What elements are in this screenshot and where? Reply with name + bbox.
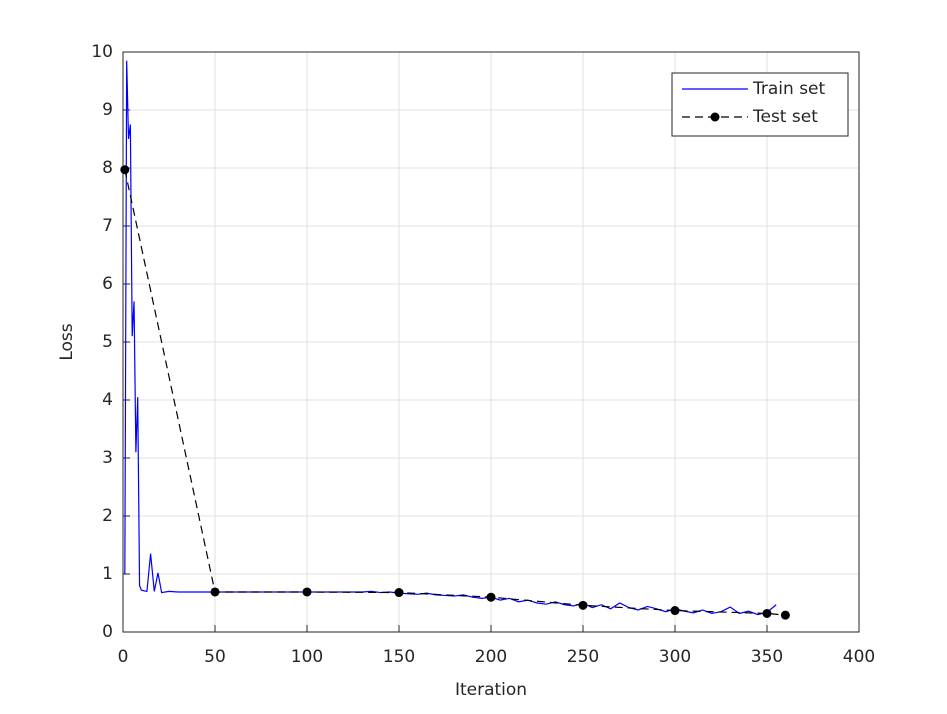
- y-tick-label: 7: [102, 216, 113, 236]
- x-tick-label: 0: [118, 647, 129, 667]
- x-tick-label: 150: [383, 647, 415, 667]
- y-tick-label: 9: [102, 100, 113, 120]
- x-tick-label: 400: [843, 647, 875, 667]
- x-tick-label: 50: [204, 647, 226, 667]
- x-tick-label: 200: [475, 647, 507, 667]
- plot-frame: [122, 51, 860, 633]
- marker: [762, 608, 772, 618]
- y-tick-label: 3: [102, 448, 113, 468]
- x-axis-label: Iteration: [455, 680, 527, 700]
- y-tick-label: 1: [102, 564, 113, 584]
- x-tick-label: 300: [659, 647, 691, 667]
- y-tick-label: 0: [102, 622, 113, 642]
- y-tick-label: 4: [102, 390, 113, 410]
- y-tick-label: 10: [91, 42, 113, 62]
- x-tick-label: 250: [567, 647, 599, 667]
- y-tick-label: 2: [102, 506, 113, 526]
- marker: [780, 610, 790, 620]
- x-tick-label: 100: [291, 647, 323, 667]
- marker: [302, 587, 312, 597]
- marker: [210, 587, 220, 597]
- y-axis-label: Loss: [57, 323, 77, 360]
- marker: [578, 600, 588, 610]
- marker: [670, 606, 680, 616]
- series-line: [124, 60, 777, 616]
- marker: [486, 592, 496, 602]
- legend-label: Train set: [752, 79, 826, 99]
- y-tick-label: 6: [102, 274, 113, 294]
- marker: [120, 165, 130, 175]
- y-tick-label: 5: [102, 332, 113, 352]
- legend-box: [671, 72, 849, 137]
- x-tick-label: 350: [751, 647, 783, 667]
- y-tick-label: 8: [102, 158, 113, 178]
- legend-marker: [710, 112, 720, 122]
- marker: [394, 588, 404, 598]
- legend-label: Test set: [752, 107, 818, 127]
